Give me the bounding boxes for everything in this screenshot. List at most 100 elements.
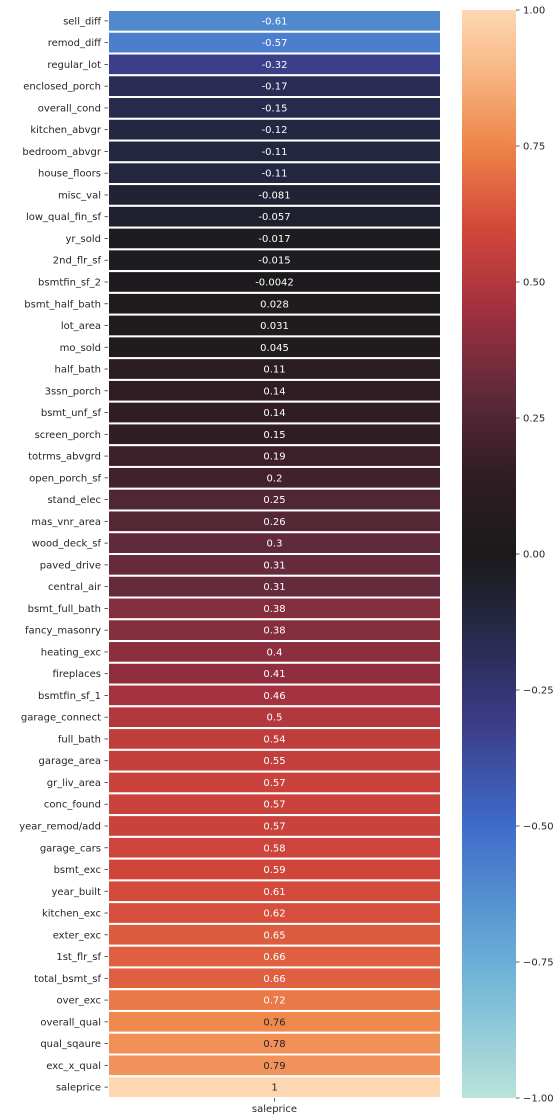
colorbar-gradient <box>462 10 516 1098</box>
row-labels: sell_diff remod_diff regular_lot enclosed_p… <box>19 16 108 1094</box>
cell-value-label: 0.61 <box>263 887 285 898</box>
cell-value-label: 0.14 <box>263 408 285 419</box>
row-label-lot_area: lot_area <box>61 321 101 332</box>
cell-value-label: -0.15 <box>262 103 288 114</box>
colorbar-tick-label: −0.25 <box>523 686 554 697</box>
cell-value-label: -0.057 <box>258 212 290 223</box>
cell-value-label: -0.0042 <box>255 278 294 289</box>
row-label-regular_lot: regular_lot <box>47 60 101 71</box>
row-label-year_built: year_built <box>52 887 102 898</box>
cell-value-label: 0.028 <box>260 299 289 310</box>
row-label-year_remod/add: year_remod/add <box>19 822 101 833</box>
row-label-gr_liv_area: gr_liv_area <box>47 778 101 789</box>
row-label-exc_x_qual: exc_x_qual <box>46 1061 101 1072</box>
cell-value-label: -0.57 <box>262 38 288 49</box>
row-label-garage_connect: garage_connect <box>21 713 101 724</box>
row-label-mo_sold: mo_sold <box>60 343 101 354</box>
column-label-saleprice: saleprice <box>252 1104 297 1114</box>
cell-value-label: -0.081 <box>258 190 290 201</box>
row-label-over_exc: over_exc <box>56 996 101 1007</box>
cell-value-label: -0.12 <box>262 125 288 136</box>
colorbar-tick-label: 0.25 <box>523 414 545 425</box>
cell-value-label: 0.31 <box>263 560 285 571</box>
row-label-kitchen_abvgr: kitchen_abvgr <box>30 125 102 136</box>
cell-value-label: -0.17 <box>262 82 288 93</box>
colorbar-tick-label: 0.00 <box>523 550 545 561</box>
cell-value-label: 0.76 <box>263 1017 285 1028</box>
cell-value-label: 0.26 <box>263 517 285 528</box>
cell-value-label: 0.31 <box>263 582 285 593</box>
row-label-house_floors: house_floors <box>38 169 101 180</box>
row-label-remod_diff: remod_diff <box>48 38 102 49</box>
cell-value-label: 0.15 <box>263 430 285 441</box>
cell-value-label: -0.32 <box>262 60 288 71</box>
column-labels: saleprice <box>252 1098 297 1115</box>
row-label-heating_exc: heating_exc <box>41 647 101 658</box>
row-label-bsmtfin_sf_1: bsmtfin_sf_1 <box>38 691 101 702</box>
row-label-sell_diff: sell_diff <box>63 16 102 27</box>
colorbar-tick-label: 1.00 <box>523 6 545 17</box>
cell-value-label: -0.015 <box>258 256 290 267</box>
row-label-garage_cars: garage_cars <box>40 843 101 854</box>
cell-value-label: 0.57 <box>263 778 285 789</box>
cell-value-label: 0.62 <box>263 909 285 920</box>
cell-value-label: 0.66 <box>263 974 285 985</box>
colorbar-tick-label: −1.00 <box>523 1094 554 1105</box>
row-label-bedroom_abvgr: bedroom_abvgr <box>22 147 101 158</box>
row-label-total_bsmt_sf: total_bsmt_sf <box>34 974 101 985</box>
colorbar-tick-label: −0.50 <box>523 822 554 833</box>
row-label-saleprice: saleprice <box>56 1083 101 1094</box>
row-label-wood_deck_sf: wood_deck_sf <box>32 539 102 550</box>
row-label-paved_drive: paved_drive <box>40 560 101 571</box>
row-label-fireplaces: fireplaces <box>53 669 101 680</box>
row-label-garage_area: garage_area <box>38 756 101 767</box>
row-label-2nd_flr_sf: 2nd_flr_sf <box>53 256 102 267</box>
row-label-bsmt_exc: bsmt_exc <box>54 865 101 876</box>
cell-value-label: 0.54 <box>263 734 285 745</box>
row-label-bsmt_half_bath: bsmt_half_bath <box>24 299 101 310</box>
row-label-central_air: central_air <box>48 582 102 593</box>
cell-value-label: 0.57 <box>263 822 285 833</box>
cell-value-label: 1 <box>271 1083 277 1094</box>
row-label-enclosed_porch: enclosed_porch <box>23 82 101 93</box>
row-label-overall_qual: overall_qual <box>40 1017 101 1028</box>
cell-value-label: 0.19 <box>263 452 285 463</box>
colorbar-tick-label: −0.75 <box>523 958 554 969</box>
cell-value-label: 0.57 <box>263 800 285 811</box>
row-label-exter_exc: exter_exc <box>53 930 101 941</box>
cell-value-label: 0.66 <box>263 952 285 963</box>
row-label-3ssn_porch: 3ssn_porch <box>45 386 101 397</box>
cell-value-label: -0.11 <box>262 147 288 158</box>
cell-value-label: 0.58 <box>263 843 285 854</box>
row-label-bsmt_unf_sf: bsmt_unf_sf <box>41 408 102 419</box>
row-label-bsmtfin_sf_2: bsmtfin_sf_2 <box>38 278 101 289</box>
cell-value-label: 0.4 <box>267 647 283 658</box>
cell-value-label: 0.3 <box>267 539 283 550</box>
colorbar-tick-label: 0.75 <box>523 142 545 153</box>
row-label-fancy_masonry: fancy_masonry <box>25 626 101 637</box>
row-label-conc_found: conc_found <box>44 800 101 811</box>
row-label-1st_flr_sf: 1st_flr_sf <box>56 952 101 963</box>
cell-value-label: 0.045 <box>260 343 289 354</box>
cell-value-label: 0.46 <box>263 691 285 702</box>
cell-value-label: 0.78 <box>263 1039 285 1050</box>
cell-value-label: 0.65 <box>263 930 285 941</box>
cell-value-label: 0.79 <box>263 1061 285 1072</box>
cell-value-label: -0.11 <box>262 169 288 180</box>
row-label-qual_sqaure: qual_sqaure <box>40 1039 101 1050</box>
cell-value-label: 0.41 <box>263 669 285 680</box>
cell-value-label: 0.38 <box>263 626 285 637</box>
cell-value-label: 0.38 <box>263 604 285 615</box>
row-label-kitchen_exc: kitchen_exc <box>42 909 101 920</box>
row-label-overall_cond: overall_cond <box>38 103 101 114</box>
row-label-half_bath: half_bath <box>55 365 102 376</box>
cell-value-label: 0.5 <box>267 713 283 724</box>
cell-value-label: 0.031 <box>260 321 289 332</box>
row-label-open_porch_sf: open_porch_sf <box>29 473 101 484</box>
row-label-screen_porch: screen_porch <box>35 430 101 441</box>
cell-value-label: 0.14 <box>263 386 285 397</box>
cell-value-label: 0.72 <box>263 996 285 1007</box>
cell-value-label: -0.017 <box>258 234 290 245</box>
row-label-yr_sold: yr_sold <box>66 234 101 245</box>
